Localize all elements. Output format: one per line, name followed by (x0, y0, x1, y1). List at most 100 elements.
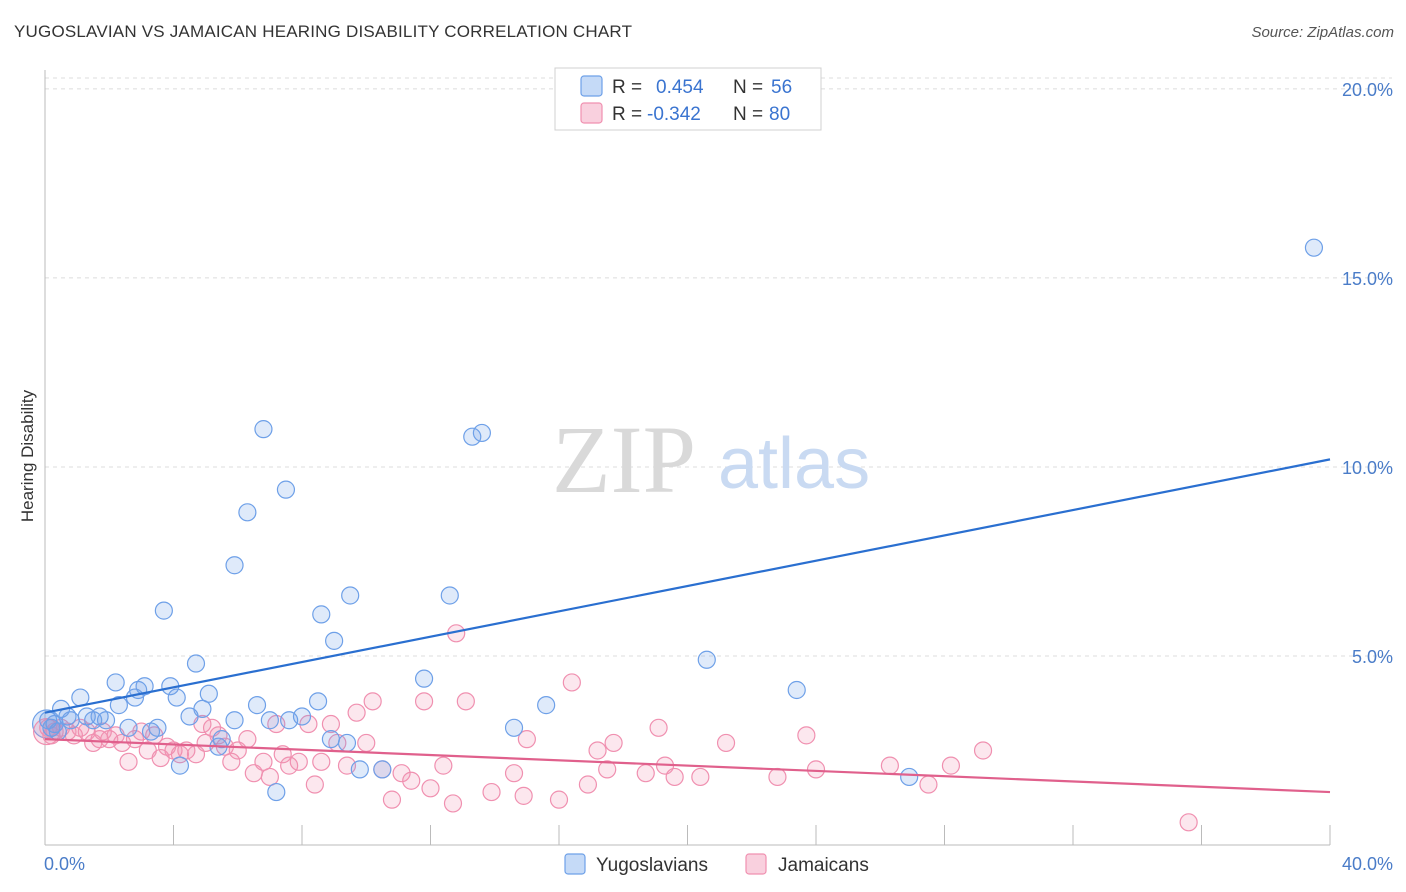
point-yugoslavians (193, 699, 212, 719)
y-tick-label: 15.0% (1342, 269, 1393, 289)
series-points (32, 238, 1324, 832)
point-yugoslavians (341, 586, 360, 605)
point-jamaicans (392, 764, 411, 783)
point-jamaicans (289, 752, 308, 771)
point-yugoslavians (350, 760, 369, 779)
point-jamaicans (119, 752, 138, 771)
legend-r-value-2: -0.342 (647, 104, 701, 125)
point-yugoslavians (148, 718, 167, 737)
point-yugoslavians (109, 696, 128, 715)
point-jamaicans (254, 752, 273, 771)
point-yugoslavians (325, 631, 344, 650)
y-tick-labels: 5.0% 10.0% 15.0% 20.0% (1342, 80, 1393, 667)
point-jamaicans (421, 779, 440, 798)
axes (44, 70, 1331, 846)
point-jamaicans (598, 760, 617, 779)
legend-r-label-2: R = (612, 104, 642, 125)
point-jamaicans (299, 714, 318, 734)
y-tick-label: 10.0% (1342, 458, 1393, 478)
watermark: ZIP atlas (552, 406, 870, 513)
chart-title: YUGOSLAVIAN VS JAMAICAN HEARING DISABILI… (14, 22, 633, 41)
point-jamaicans (691, 767, 710, 787)
point-jamaicans (414, 692, 434, 711)
point-yugoslavians (312, 605, 331, 624)
point-yugoslavians (167, 688, 186, 707)
point-jamaicans (973, 741, 993, 760)
point-yugoslavians (308, 692, 328, 711)
point-jamaicans (636, 764, 655, 783)
legend-n-value-1: 56 (771, 77, 792, 98)
point-yugoslavians (537, 696, 556, 715)
point-yugoslavians (900, 767, 919, 787)
point-yugoslavians (787, 680, 806, 700)
legend-swatch-yugoslavians (580, 75, 603, 97)
point-yugoslavians (321, 730, 341, 749)
point-yugoslavians (186, 654, 206, 673)
point-yugoslavians (106, 673, 125, 692)
point-yugoslavians (414, 669, 434, 688)
point-jamaicans (1179, 813, 1198, 832)
point-jamaicans (768, 767, 787, 787)
bottom-legend-swatch-yugoslavians (564, 853, 586, 875)
point-jamaicans (578, 775, 598, 794)
point-jamaicans (549, 790, 569, 809)
bottom-legend: Yugoslavians Jamaicans (564, 853, 869, 876)
point-jamaicans (517, 730, 536, 749)
point-yugoslavians (247, 696, 267, 715)
point-yugoslavians (267, 782, 286, 802)
point-jamaicans (347, 703, 366, 722)
gridlines (45, 77, 1392, 657)
point-yugoslavians (154, 601, 173, 620)
point-yugoslavians (135, 677, 154, 696)
trend-line-jamaicans (44, 738, 1331, 794)
y-tick-label: 20.0% (1342, 80, 1393, 100)
y-axis-title: Hearing Disability (18, 389, 37, 522)
point-yugoslavians (260, 711, 279, 730)
point-jamaicans (919, 775, 938, 794)
point-yugoslavians (212, 730, 231, 749)
x-tick-label-max: 40.0% (1342, 854, 1393, 874)
point-yugoslavians (254, 420, 273, 439)
point-yugoslavians (170, 756, 190, 775)
watermark-zip: ZIP (552, 406, 696, 513)
point-yugoslavians (238, 503, 257, 522)
point-jamaicans (562, 673, 581, 692)
legend-n-label-1: N = (733, 77, 763, 98)
point-yugoslavians (225, 711, 244, 730)
legend-n-label-2: N = (733, 104, 763, 125)
point-jamaicans (222, 752, 241, 771)
point-yugoslavians (463, 427, 482, 446)
legend-n-value-2: 80 (769, 104, 790, 125)
bottom-legend-label-yugoslavians: Yugoslavians (596, 855, 708, 876)
point-yugoslavians (225, 556, 244, 575)
point-yugoslavians (440, 586, 459, 605)
point-jamaicans (312, 752, 331, 771)
point-jamaicans (443, 794, 463, 813)
point-jamaicans (514, 786, 533, 805)
point-jamaicans (238, 730, 257, 749)
point-jamaicans (880, 756, 899, 775)
point-yugoslavians (199, 684, 218, 703)
point-yugoslavians (61, 711, 80, 730)
point-yugoslavians (96, 711, 116, 730)
x-tick-label-min: 0.0% (44, 854, 85, 874)
point-jamaicans (806, 760, 826, 779)
point-jamaicans (363, 692, 382, 711)
legend-box: R = 0.454 N = 56 R = -0.342 N = 80 (554, 67, 822, 131)
point-jamaicans (504, 764, 524, 783)
point-yugoslavians (292, 707, 312, 726)
point-jamaicans (280, 756, 299, 775)
point-jamaicans (716, 733, 736, 753)
point-jamaicans (305, 775, 324, 794)
x-tick-labels: 0.0% 40.0% (44, 854, 1393, 874)
y-tick-label: 5.0% (1352, 647, 1393, 667)
point-jamaicans (321, 714, 341, 734)
source-label: Source: ZipAtlas.com (1251, 24, 1394, 41)
point-jamaicans (797, 726, 816, 745)
legend-r-value-1: 0.454 (656, 77, 704, 98)
point-yugoslavians (337, 733, 357, 753)
point-jamaicans (604, 733, 623, 753)
point-jamaicans (588, 741, 607, 760)
point-jamaicans (941, 756, 961, 775)
